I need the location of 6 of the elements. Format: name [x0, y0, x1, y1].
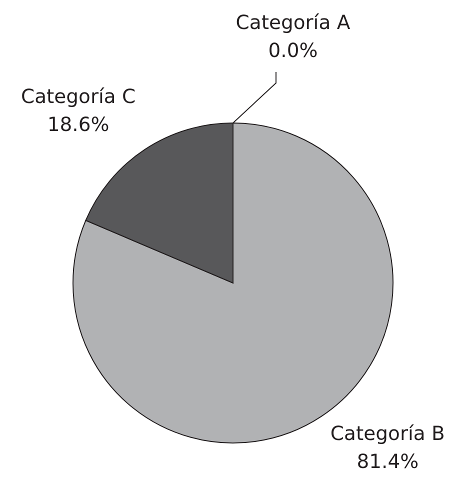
category-label: Categoría A [236, 11, 350, 34]
data-label: 18.6% [47, 112, 110, 136]
slice-label: Categoría B [330, 422, 445, 446]
data-label: 81.4% [356, 450, 419, 474]
text: 0.0% [268, 39, 318, 62]
slice-label: Categoría C [20, 84, 136, 108]
